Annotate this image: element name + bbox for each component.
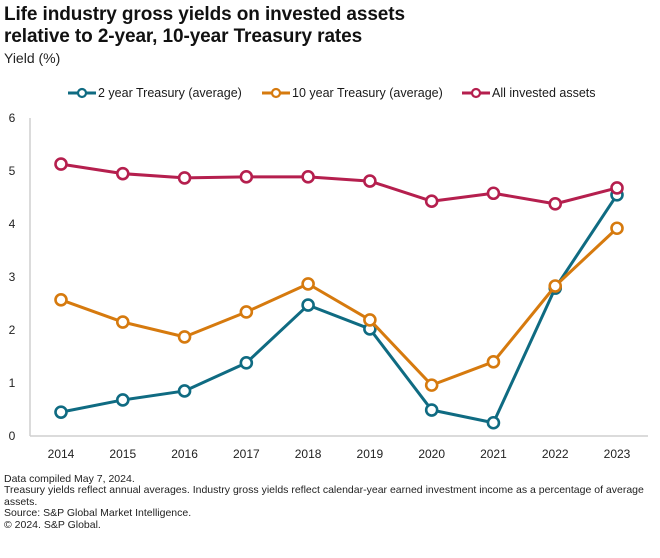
- legend-item-10yr-treasury: 10 year Treasury (average): [262, 86, 443, 100]
- chart-title-line-1: Life industry gross yields on invested a…: [4, 4, 405, 25]
- footnotes: Data compiled May 7, 2024. Treasury yiel…: [4, 473, 654, 531]
- chart-subtitle: Yield (%): [4, 50, 61, 66]
- series-all-invested-assets: [54, 157, 624, 211]
- data-point: [115, 166, 130, 181]
- legend-marker-10yr-icon: [262, 87, 290, 99]
- x-tick-label: 2014: [48, 447, 75, 461]
- y-tick-label: 3: [9, 270, 16, 284]
- x-tick-label: 2023: [604, 447, 631, 461]
- x-tick-label: 2019: [357, 447, 384, 461]
- data-point: [610, 221, 624, 236]
- data-point: [301, 170, 315, 184]
- series-line: [60, 194, 619, 425]
- data-point: [54, 405, 68, 419]
- data-point: [548, 197, 563, 211]
- data-point: [363, 174, 377, 188]
- data-point: [548, 279, 563, 293]
- line-chart: 0 1 2 3 4 5 6 2014 2015 2016 2017 2018 2019 2020 2021…: [9, 111, 648, 461]
- y-tick-label: 0: [9, 429, 16, 443]
- data-point: [177, 330, 192, 344]
- data-point: [239, 305, 254, 319]
- data-point: [486, 186, 501, 201]
- x-tick-label: 2020: [418, 447, 445, 461]
- y-tick-label: 1: [9, 376, 16, 390]
- y-tick-label: 2: [9, 323, 16, 337]
- x-tick-label: 2022: [542, 447, 569, 461]
- x-tick-label: 2021: [480, 447, 507, 461]
- data-point: [610, 181, 624, 195]
- legend-marker-all-assets-icon: [462, 87, 490, 99]
- chart-title-line-2: relative to 2-year, 10-year Treasury rat…: [4, 26, 363, 47]
- data-point: [54, 292, 68, 307]
- data-point: [239, 170, 254, 184]
- data-point: [424, 194, 439, 209]
- legend-item-all-invested-assets: All invested assets: [462, 86, 596, 100]
- data-point: [239, 356, 254, 370]
- legend-label-10yr: 10 year Treasury (average): [292, 86, 443, 100]
- x-tick-label: 2017: [233, 447, 260, 461]
- data-point: [177, 171, 192, 185]
- series-line: [60, 227, 619, 387]
- x-tick-label: 2015: [109, 447, 136, 461]
- data-point: [424, 378, 439, 392]
- series-2-year-treasury-average: [54, 188, 624, 430]
- legend-label-2yr: 2 year Treasury (average): [98, 86, 242, 100]
- data-point: [424, 403, 439, 417]
- x-tick-label: 2018: [295, 447, 322, 461]
- data-point: [115, 393, 130, 407]
- data-point: [486, 415, 501, 430]
- chart-title: Life industry gross yields on invested a…: [4, 4, 405, 48]
- y-tick-label: 5: [9, 164, 16, 178]
- data-point: [301, 277, 315, 291]
- series-line: [60, 162, 618, 206]
- series-10-year-treasury-average: [54, 221, 624, 392]
- data-point: [177, 384, 192, 398]
- data-point: [54, 157, 68, 171]
- footnote-copyright: © 2024. S&P Global.: [4, 518, 101, 531]
- data-point: [486, 354, 501, 369]
- y-tick-label: 4: [9, 217, 16, 231]
- x-axis: 2014 2015 2016 2017 2018 2019 2020 2021 2022 2023: [48, 447, 631, 461]
- footnote-source: Source: S&P Global Market Intelligence.: [4, 507, 192, 520]
- footnote-methodology: Treasury yields reflect annual averages.…: [4, 484, 644, 508]
- legend-label-all-assets: All invested assets: [492, 86, 596, 100]
- chart-legend: 2 year Treasury (average) 10 year Treasu…: [0, 86, 660, 106]
- y-tick-label: 6: [9, 111, 16, 125]
- x-tick-label: 2016: [171, 447, 198, 461]
- footnote-compiled: Data compiled May 7, 2024.: [4, 473, 135, 485]
- data-point: [115, 315, 130, 329]
- series-group: [54, 157, 624, 430]
- legend-item-2yr-treasury: 2 year Treasury (average): [68, 86, 242, 100]
- data-point: [363, 313, 377, 327]
- data-point: [301, 298, 315, 312]
- y-axis: 0 1 2 3 4 5 6: [9, 111, 16, 443]
- legend-marker-2yr-icon: [68, 87, 96, 99]
